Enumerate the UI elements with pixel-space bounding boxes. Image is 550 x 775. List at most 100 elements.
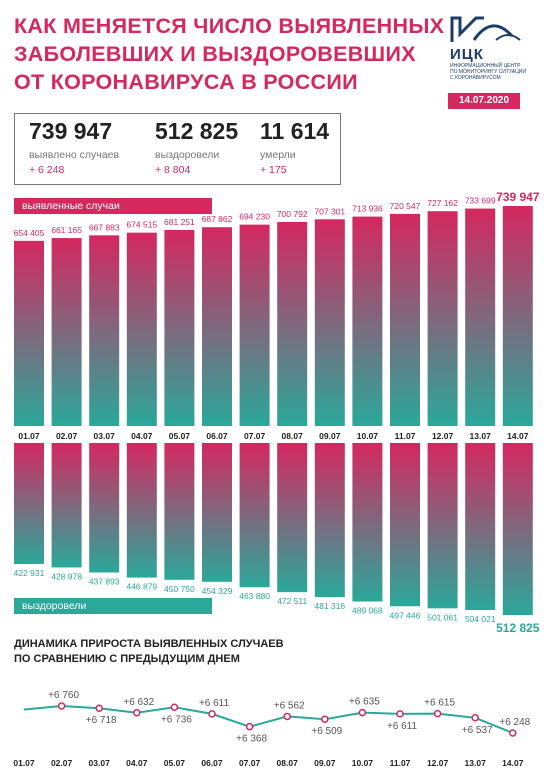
increment-value-label: +6 368	[236, 734, 267, 745]
cases-value-label: 681 251	[164, 217, 195, 227]
logo-subtitle-line: ПО МОНИТОРИНГУ СИТУАЦИИ	[450, 69, 526, 75]
increment-point	[396, 710, 404, 718]
cases-bar	[427, 211, 458, 426]
stat-value: 739 947	[29, 118, 113, 144]
date-tick-label: 09.07	[319, 431, 341, 441]
stat-label: выявлено случаев	[29, 149, 120, 161]
stat-value: 11 614	[260, 118, 330, 144]
date-tick-label: 11.07	[395, 431, 416, 441]
date-tick-label: 07.07	[244, 431, 266, 441]
line-date-tick-label: 11.07	[390, 758, 411, 768]
cases-value-label: 727 162	[427, 198, 458, 208]
increment-value-label: +6 248	[499, 717, 530, 728]
date-tick-label: 13.07	[470, 431, 492, 441]
recovered-value-label: 463 880	[239, 591, 270, 601]
recovered-bar	[164, 443, 195, 580]
stat-delta: + 175	[260, 164, 287, 176]
increment-point	[245, 722, 254, 731]
increment-value-label: +6 611	[387, 721, 418, 732]
cases-value-label: 739 947	[496, 190, 540, 204]
recovered-bar	[126, 443, 157, 578]
increment-value-label: +6 736	[161, 714, 192, 725]
cases-bar	[164, 229, 195, 426]
stat-label: выздоровели	[155, 149, 220, 161]
line-date-tick-label: 04.07	[126, 758, 148, 768]
increment-point	[283, 712, 291, 721]
recovered-bar	[502, 443, 533, 615]
cases-bar	[314, 219, 345, 426]
cases-value-label: 687 862	[202, 214, 233, 224]
recovered-value-label: 497 446	[390, 610, 421, 620]
line-date-tick-label: 06.07	[201, 758, 223, 768]
cases-bar	[14, 240, 44, 426]
recovered-value-label: 512 825	[496, 621, 540, 635]
recovered-bar	[51, 443, 82, 568]
stat-label: умерли	[260, 149, 296, 161]
title-line: ЗАБОЛЕВШИХ И ВЫЗДОРОВЕВШИХ	[14, 42, 416, 66]
recovered-bar	[390, 443, 420, 607]
recovered-value-label: 501 061	[427, 612, 458, 622]
increment-value-label: +6 718	[86, 715, 117, 726]
recovered-value-label: 489 068	[352, 606, 383, 616]
subtitle-line: ПО СРАВНЕНИЮ С ПРЕДЫДУЩИМ ДНЕМ	[14, 653, 240, 665]
increment-point	[433, 709, 442, 718]
increment-point	[95, 704, 103, 712]
cases-value-label: 694 230	[239, 212, 270, 222]
recovered-bar	[314, 443, 345, 598]
logo-mark-icon	[450, 16, 521, 42]
increment-value-label: +6 760	[48, 690, 79, 701]
date-tick-label: 02.07	[56, 431, 78, 441]
increment-line	[23, 704, 514, 734]
increment-point	[471, 714, 479, 722]
title-line: ОТ КОРОНАВИРУСА В РОССИИ	[14, 70, 358, 94]
cases-bar	[202, 227, 232, 426]
line-date-tick-label: 09.07	[314, 758, 336, 768]
increment-line-chart: 01.07 +6 760 02.07 +6 718 03.07 +6 632 04.07 +6…	[13, 690, 530, 768]
recovered-tag: выздоровели	[14, 598, 212, 614]
date-tick-label: 03.07	[94, 431, 116, 441]
cases-bar	[352, 216, 383, 426]
recovered-bar	[465, 443, 496, 611]
recovered-bar	[239, 443, 270, 588]
increment-value-label: +6 635	[349, 697, 380, 708]
cases-value-label: 667 883	[89, 222, 120, 232]
date-tick-label: 01.07	[18, 431, 40, 441]
increment-point	[133, 709, 141, 717]
date-badge: 14.07.2020	[448, 93, 520, 109]
recovered-value-label: 454 329	[202, 586, 233, 596]
increment-point	[57, 702, 66, 710]
increment-point	[321, 715, 329, 723]
recovered-value-label: 481 316	[314, 601, 345, 611]
recovered-value-label: 428 978	[51, 571, 82, 581]
line-date-tick-label: 05.07	[164, 758, 186, 768]
cases-bar	[51, 238, 82, 426]
line-date-tick-label: 14.07	[502, 758, 524, 768]
cases-bar	[277, 221, 308, 426]
date-tick-label: 08.07	[282, 431, 304, 441]
logo-subtitle-line: С КОРОНАВИРУСОМ	[450, 75, 501, 81]
line-date-tick-label: 07.07	[239, 758, 261, 768]
recovered-bar-chart: 422 931 428 978 437 893 446 879 450 750 454 3…	[14, 443, 540, 635]
line-date-tick-label: 01.07	[13, 758, 35, 768]
increment-point	[170, 703, 179, 712]
line-date-tick-label: 03.07	[89, 758, 111, 768]
increment-point	[208, 710, 216, 718]
date-tick-label: 14.07	[507, 431, 529, 441]
recovered-value-label: 422 931	[14, 568, 45, 578]
cases-value-label: 733 699	[465, 196, 496, 206]
page-title: КАК МЕНЯЕТСЯ ЧИСЛО ВЫЯВЛЕННЫХ ЗАБОЛЕВШИХ…	[14, 12, 445, 96]
line-chart-subtitle: ДИНАМИКА ПРИРОСТА ВЫЯВЛЕННЫХ СЛУЧАЕВ ПО …	[14, 637, 284, 667]
increment-point	[509, 729, 517, 737]
stats-box: 739 947 выявлено случаев + 6 248 512 825…	[14, 113, 341, 185]
recovered-bar	[89, 443, 120, 573]
recovered-value-label: 446 879	[126, 582, 157, 592]
logo-text: ИЦК	[450, 46, 484, 63]
cases-bar-chart: 654 405 01.07 661 165 02.07 667 883 03.07 674 …	[14, 190, 540, 441]
increment-value-label: +6 537	[462, 725, 493, 736]
recovered-bar	[427, 443, 458, 609]
cases-bar	[89, 235, 120, 426]
title-line: КАК МЕНЯЕТСЯ ЧИСЛО ВЫЯВЛЕННЫХ	[14, 14, 445, 38]
cases-bar	[126, 232, 157, 426]
increment-value-label: +6 615	[424, 698, 455, 709]
